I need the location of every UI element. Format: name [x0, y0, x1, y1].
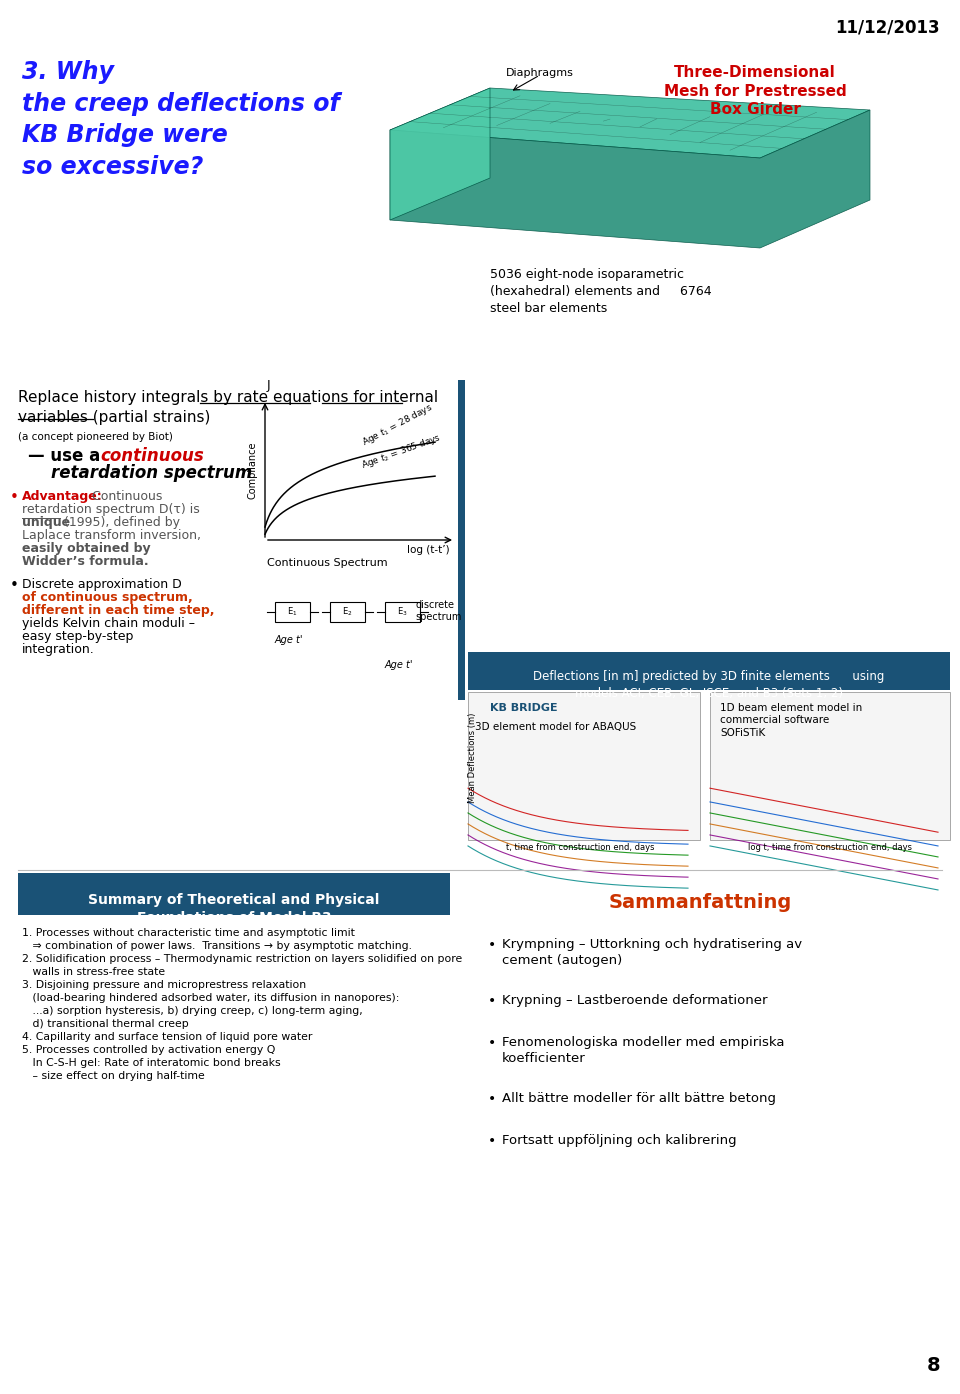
Text: •: •	[10, 579, 19, 592]
Text: easily obtained by: easily obtained by	[22, 542, 151, 555]
Bar	[468, 652, 950, 690]
Text: 3D element model for ABAQUS: 3D element model for ABAQUS	[475, 722, 636, 732]
Text: Continuous Spectrum: Continuous Spectrum	[267, 558, 388, 567]
Text: •: •	[488, 938, 496, 952]
Text: Krympning – Uttorkning och hydratisering av
cement (autogen): Krympning – Uttorkning och hydratisering…	[502, 938, 803, 967]
Text: J: J	[267, 379, 271, 392]
Text: Replace history integrals by rate equations for internal
variables (partial stra: Replace history integrals by rate equati…	[18, 390, 438, 425]
Text: Krypning – Lastberoende deformationer: Krypning – Lastberoende deformationer	[502, 994, 767, 1006]
Bar	[710, 691, 950, 841]
Text: t, time from construction end, days: t, time from construction end, days	[506, 843, 655, 852]
Text: of continuous spectrum,: of continuous spectrum,	[22, 591, 193, 604]
Text: Sammanfattning: Sammanfattning	[609, 894, 792, 912]
Polygon shape	[390, 110, 870, 248]
Text: (load-bearing hindered adsorbed water, its diffusion in nanopores):: (load-bearing hindered adsorbed water, i…	[22, 993, 399, 1004]
Text: 11/12/2013: 11/12/2013	[835, 18, 940, 36]
Text: Discrete approximation D: Discrete approximation D	[22, 579, 181, 591]
Text: retardation spectrum: retardation spectrum	[28, 464, 252, 482]
Text: Compliance: Compliance	[247, 442, 257, 499]
Text: E$_3$: E$_3$	[396, 606, 407, 619]
Text: Age t': Age t'	[275, 636, 303, 645]
Polygon shape	[390, 88, 490, 220]
Text: E$_1$: E$_1$	[287, 606, 298, 619]
Text: 3. Disjoining pressure and microprestress relaxation: 3. Disjoining pressure and microprestres…	[22, 980, 306, 990]
Text: E$_2$: E$_2$	[342, 606, 352, 619]
Text: •: •	[488, 1133, 496, 1149]
Text: Mean Deflections (m): Mean Deflections (m)	[468, 712, 477, 803]
Text: Continuous: Continuous	[88, 491, 162, 503]
Text: walls in stress-free state: walls in stress-free state	[22, 967, 165, 977]
Text: 1D beam element model in
commercial software
SOFiSTiK: 1D beam element model in commercial soft…	[720, 703, 862, 737]
Text: Fenomenologiska modeller med empiriska
koefficienter: Fenomenologiska modeller med empiriska k…	[502, 1036, 784, 1065]
Text: Widder’s formula.: Widder’s formula.	[22, 555, 149, 567]
Text: Laplace transform inversion,: Laplace transform inversion,	[22, 528, 201, 542]
Text: 1. Processes without characteristic time and asymptotic limit: 1. Processes without characteristic time…	[22, 928, 355, 938]
Text: KB BRIDGE: KB BRIDGE	[490, 703, 558, 712]
Text: Age $t_2$ = 365 days: Age $t_2$ = 365 days	[360, 431, 444, 473]
Text: yields Kelvin chain moduli –: yields Kelvin chain moduli –	[22, 618, 195, 630]
Text: •: •	[488, 994, 496, 1008]
Text: Summary of Theoretical and Physical
Foundations of Model B3: Summary of Theoretical and Physical Foun…	[88, 894, 380, 924]
Bar	[330, 602, 365, 622]
Text: easy step-by-step: easy step-by-step	[22, 630, 133, 643]
Text: •: •	[488, 1036, 496, 1050]
Polygon shape	[390, 88, 870, 158]
Text: discrete
spectrum: discrete spectrum	[415, 599, 462, 622]
Text: — use a: — use a	[28, 447, 106, 466]
Text: 4. Capillarity and surface tension of liquid pore water: 4. Capillarity and surface tension of li…	[22, 1032, 312, 1041]
Text: (1995), defined by: (1995), defined by	[60, 516, 180, 528]
Text: •: •	[488, 1092, 496, 1105]
Text: Diaphragms: Diaphragms	[506, 68, 574, 78]
Text: Age $t_1$ = 28 days: Age $t_1$ = 28 days	[360, 400, 435, 449]
Text: •: •	[10, 491, 19, 505]
Text: ⇒ combination of power laws.  Transitions → by asymptotic matching.: ⇒ combination of power laws. Transitions…	[22, 941, 412, 951]
Text: Three-Dimensional
Mesh for Prestressed
Box Girder: Three-Dimensional Mesh for Prestressed B…	[663, 66, 847, 117]
Text: ...a) sorption hysteresis, b) drying creep, c) long-term aging,: ...a) sorption hysteresis, b) drying cre…	[22, 1006, 363, 1016]
Bar	[458, 381, 465, 700]
Text: – size effect on drying half-time: – size effect on drying half-time	[22, 1071, 204, 1080]
Text: 5036 eight-node isoparametric
(hexahedral) elements and     6764
steel bar eleme: 5036 eight-node isoparametric (hexahedra…	[490, 268, 711, 315]
Text: retardation spectrum D(τ) is: retardation spectrum D(τ) is	[22, 503, 200, 516]
Text: 8: 8	[926, 1356, 940, 1374]
Text: d) transitional thermal creep: d) transitional thermal creep	[22, 1019, 189, 1029]
Text: Advantage:: Advantage:	[22, 491, 103, 503]
Text: different in each time step,: different in each time step,	[22, 604, 214, 618]
Text: log t, time from construction end, days: log t, time from construction end, days	[748, 843, 912, 852]
Text: Deflections [in m] predicted by 3D finite elements      using
models ACI, CEB, G: Deflections [in m] predicted by 3D finit…	[534, 671, 885, 700]
Text: Fortsatt uppföljning och kalibrering: Fortsatt uppföljning och kalibrering	[502, 1133, 736, 1147]
Bar	[275, 602, 310, 622]
Text: unique: unique	[22, 516, 70, 528]
Text: (a concept pioneered by Biot): (a concept pioneered by Biot)	[18, 432, 173, 442]
Bar	[468, 691, 700, 841]
Text: 5. Processes controlled by activation energy Q: 5. Processes controlled by activation en…	[22, 1046, 276, 1055]
Text: In C-S-H gel: Rate of interatomic bond breaks: In C-S-H gel: Rate of interatomic bond b…	[22, 1058, 280, 1068]
Text: continuous: continuous	[100, 447, 204, 466]
Text: Age t': Age t'	[385, 659, 414, 671]
Text: log (t-t’): log (t-t’)	[407, 545, 450, 555]
Text: integration.: integration.	[22, 643, 95, 657]
Text: Allt bättre modeller för allt bättre betong: Allt bättre modeller för allt bättre bet…	[502, 1092, 776, 1105]
Bar	[385, 602, 420, 622]
Text: 3. Why
the creep deflections of
KB Bridge were
so excessive?: 3. Why the creep deflections of KB Bridg…	[22, 60, 340, 178]
Bar	[18, 873, 450, 914]
Text: 2. Solidification process – Thermodynamic restriction on layers solidified on po: 2. Solidification process – Thermodynami…	[22, 953, 463, 965]
